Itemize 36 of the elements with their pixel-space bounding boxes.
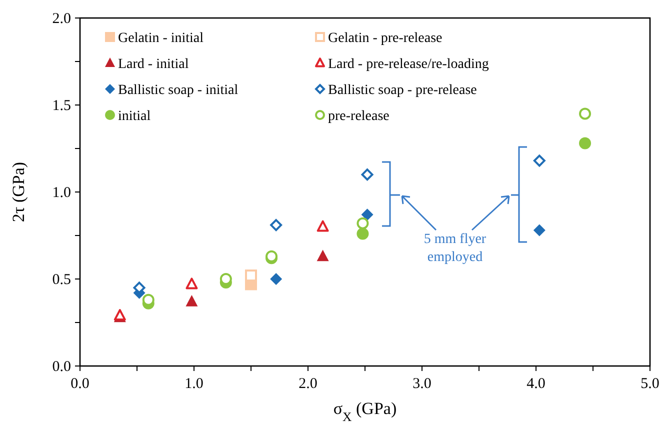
x-tick-label: 4.0 <box>526 376 546 392</box>
legend-label: Ballistic soap - initial <box>118 83 238 98</box>
point <box>361 208 374 221</box>
y-tick-label: 1.5 <box>52 98 71 114</box>
point <box>356 228 369 240</box>
annotation: 5 mm flyer employed <box>424 232 486 265</box>
x-tick-label: 3.0 <box>412 376 432 392</box>
x-tick-label: 2.0 <box>298 376 318 392</box>
y-axis-title: 2τ (GPa) <box>9 162 28 222</box>
legend-label: Lard - pre-release/re-loading <box>328 57 489 72</box>
x-tick-label: 0.0 <box>70 376 90 392</box>
point <box>316 220 329 232</box>
legend-label: Lard - initial <box>118 57 189 72</box>
y-tick-label: 0.5 <box>52 272 71 288</box>
point <box>270 273 282 285</box>
point <box>270 219 282 232</box>
point <box>356 217 369 230</box>
x-tick-label: 1.0 <box>184 376 204 392</box>
point <box>186 295 198 306</box>
legend-label: Ballistic soap - pre-release <box>328 83 477 98</box>
y-tick-label: 1.0 <box>52 185 71 201</box>
legend-label: Gelatin - pre-release <box>328 31 442 46</box>
x-tick-label: 5.0 <box>640 376 660 392</box>
y-tick-label: 2.0 <box>52 11 71 27</box>
point <box>579 137 592 150</box>
point <box>533 154 546 167</box>
point <box>533 224 546 236</box>
legend-label: pre-release <box>328 109 390 124</box>
legend-label: initial <box>118 109 151 124</box>
x-axis-title: σ$_{X}$ (GPa) <box>333 399 397 422</box>
point <box>361 168 374 181</box>
y-tick-label: 0.0 <box>52 359 71 375</box>
point <box>316 250 329 262</box>
point <box>579 108 592 120</box>
legend-label: Gelatin - initial <box>118 31 204 46</box>
point <box>186 278 198 290</box>
